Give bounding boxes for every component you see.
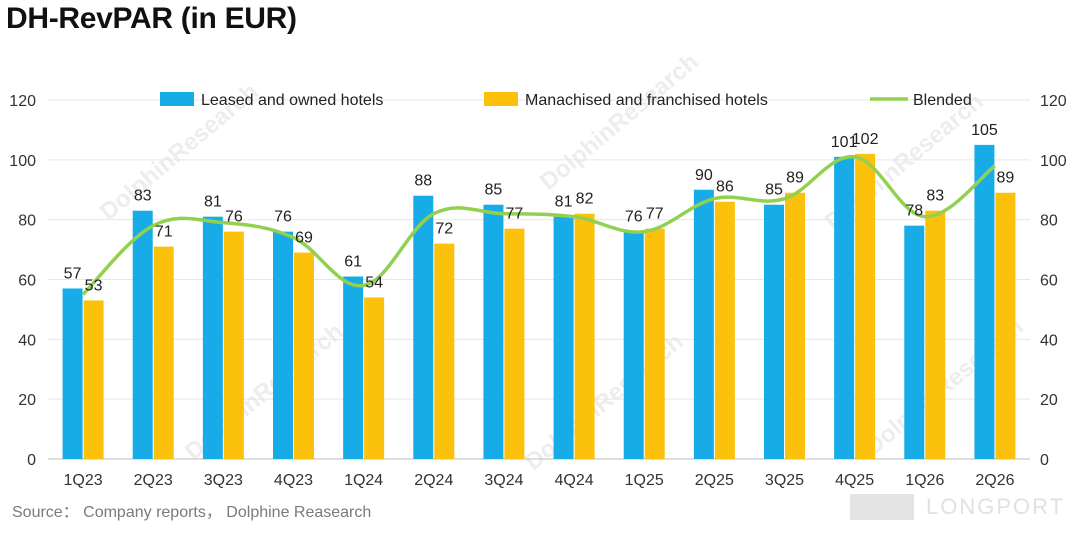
bar-data-label: 77 bbox=[646, 206, 664, 223]
bar-data-label: 54 bbox=[365, 274, 383, 291]
y-tick-label-left: 40 bbox=[18, 332, 36, 349]
x-tick-label: 4Q24 bbox=[555, 472, 594, 489]
bar bbox=[995, 192, 1016, 459]
x-tick-label: 3Q25 bbox=[765, 472, 804, 489]
x-tick-label: 2Q24 bbox=[414, 472, 453, 489]
x-tick-label: 1Q26 bbox=[905, 472, 944, 489]
bar bbox=[693, 189, 714, 459]
y-tick-label-left: 80 bbox=[18, 213, 36, 230]
bar bbox=[644, 228, 665, 459]
bar-data-label: 82 bbox=[576, 191, 594, 208]
brand-watermark: LONGPORT bbox=[850, 494, 1065, 520]
bar-data-label: 85 bbox=[765, 182, 783, 199]
bar bbox=[623, 231, 644, 459]
bar bbox=[223, 231, 244, 459]
bar bbox=[62, 288, 83, 459]
bar-data-label: 72 bbox=[435, 221, 453, 238]
bar-data-label: 53 bbox=[85, 277, 103, 294]
bar-data-label: 76 bbox=[625, 209, 643, 226]
bar-data-label: 89 bbox=[997, 170, 1015, 187]
bar bbox=[855, 153, 876, 459]
y-tick-label-right: 20 bbox=[1040, 392, 1058, 409]
legend-swatch bbox=[484, 92, 518, 106]
bar bbox=[785, 192, 805, 459]
bar-data-label: 90 bbox=[695, 167, 713, 184]
bar bbox=[553, 216, 574, 459]
bar-data-label: 105 bbox=[971, 122, 998, 139]
bar-data-label: 81 bbox=[204, 194, 222, 211]
x-tick-label: 3Q23 bbox=[204, 472, 243, 489]
bar-data-label: 83 bbox=[134, 188, 152, 205]
bar-data-label: 76 bbox=[274, 209, 292, 226]
bar bbox=[504, 228, 525, 459]
y-tick-label-right: 80 bbox=[1040, 213, 1058, 230]
x-tick-label: 1Q24 bbox=[344, 472, 383, 489]
y-tick-label-right: 0 bbox=[1040, 452, 1049, 469]
x-tick-label: 1Q25 bbox=[625, 472, 664, 489]
x-tick-label: 3Q24 bbox=[484, 472, 523, 489]
bar bbox=[413, 195, 434, 459]
legend-label: Blended bbox=[913, 92, 972, 109]
brand-logo bbox=[850, 494, 914, 520]
bar-data-label: 85 bbox=[485, 182, 503, 199]
x-tick-label: 2Q25 bbox=[695, 472, 734, 489]
bar-data-label: 76 bbox=[225, 209, 243, 226]
bar-data-label: 61 bbox=[344, 254, 362, 271]
bar bbox=[574, 213, 595, 459]
bar bbox=[294, 252, 314, 459]
bar bbox=[764, 204, 784, 459]
x-tick-label: 4Q25 bbox=[835, 472, 874, 489]
bar bbox=[343, 276, 364, 459]
chart-title: DH-RevPAR (in EUR) bbox=[6, 2, 297, 35]
bar bbox=[273, 231, 293, 459]
bar bbox=[132, 210, 153, 459]
bar-data-label: 57 bbox=[64, 265, 82, 282]
x-tick-label: 2Q23 bbox=[134, 472, 173, 489]
bar bbox=[483, 204, 504, 459]
bar bbox=[153, 246, 174, 459]
bar bbox=[364, 297, 385, 459]
y-tick-label-left: 60 bbox=[18, 273, 36, 290]
y-tick-label-left: 0 bbox=[27, 452, 36, 469]
legend-swatch bbox=[160, 92, 194, 106]
y-tick-label-right: 120 bbox=[1040, 93, 1067, 110]
y-tick-label-left: 100 bbox=[9, 153, 36, 170]
bar-data-label: 81 bbox=[555, 194, 573, 211]
blended-line bbox=[81, 155, 997, 296]
bar-data-label: 69 bbox=[295, 230, 313, 247]
bar bbox=[714, 201, 735, 459]
y-tick-label-left: 120 bbox=[9, 93, 36, 110]
bar-data-label: 101 bbox=[831, 134, 858, 151]
bar bbox=[834, 156, 855, 459]
source-note: Source： Company reports， Dolphine Reasea… bbox=[12, 504, 372, 521]
bar-data-label: 89 bbox=[786, 170, 804, 187]
bar-data-label: 86 bbox=[716, 179, 734, 196]
bar bbox=[925, 210, 946, 459]
bar-data-label: 78 bbox=[905, 203, 923, 220]
y-tick-label-left: 20 bbox=[18, 392, 36, 409]
bar bbox=[202, 216, 223, 459]
bar bbox=[83, 300, 104, 459]
bar-data-label: 83 bbox=[926, 188, 944, 205]
y-tick-label-right: 40 bbox=[1040, 332, 1058, 349]
bar bbox=[434, 243, 455, 459]
bar-data-label: 77 bbox=[506, 206, 524, 223]
bar bbox=[974, 144, 995, 459]
bar-data-label: 102 bbox=[852, 131, 879, 148]
y-tick-label-right: 60 bbox=[1040, 273, 1058, 290]
bar bbox=[904, 225, 925, 459]
x-tick-label: 1Q23 bbox=[64, 472, 103, 489]
legend-label: Manachised and franchised hotels bbox=[525, 92, 768, 109]
x-tick-label: 2Q26 bbox=[975, 472, 1014, 489]
legend-label: Leased and owned hotels bbox=[201, 92, 383, 109]
x-tick-label: 4Q23 bbox=[274, 472, 313, 489]
bar-data-label: 71 bbox=[155, 224, 173, 241]
brand-watermark-text: LONGPORT bbox=[926, 494, 1066, 519]
bar-data-label: 88 bbox=[414, 173, 432, 190]
y-tick-label-right: 100 bbox=[1040, 153, 1067, 170]
